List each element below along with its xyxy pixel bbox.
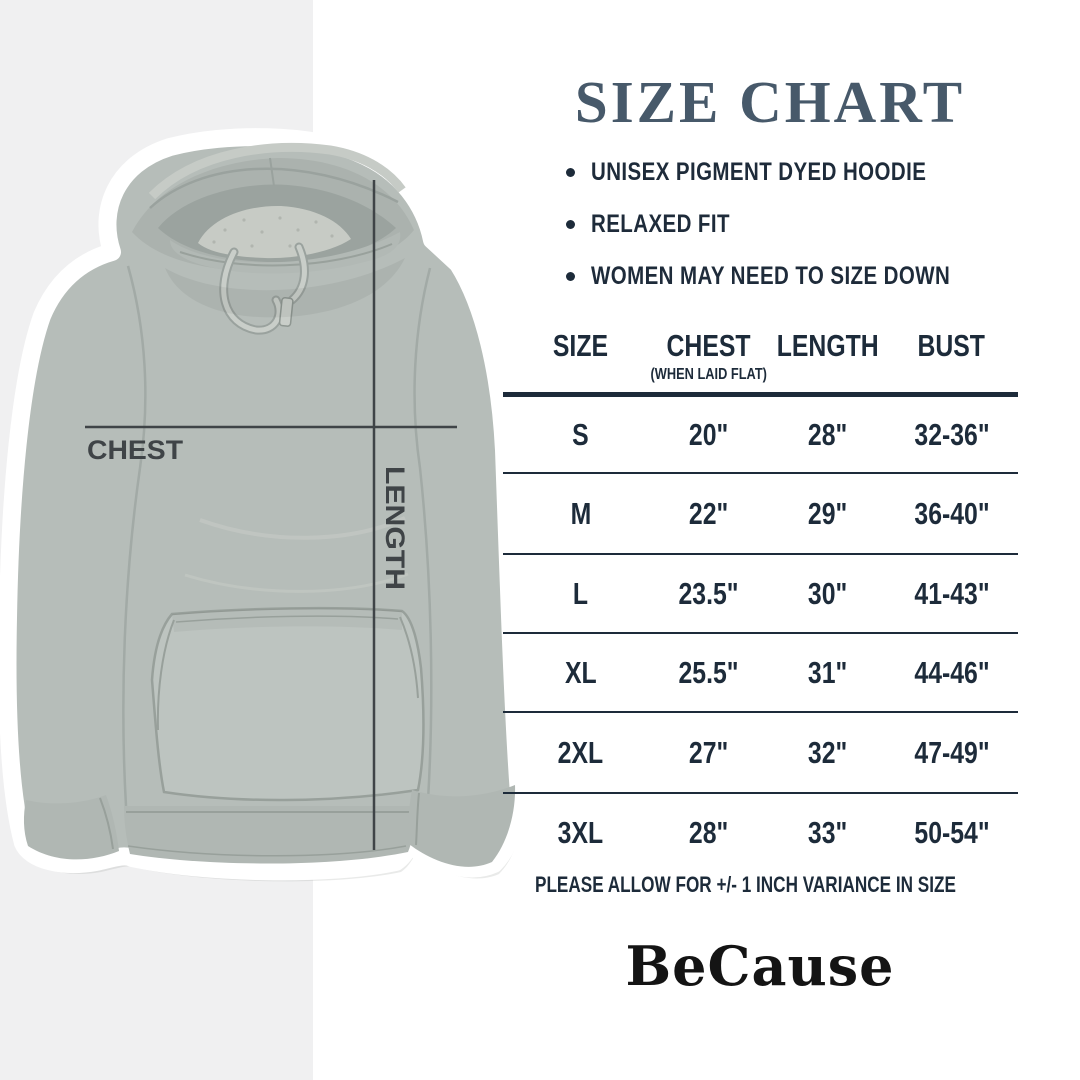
- table-header-row: SIZE CHEST (WHEN LAID FLAT) LENGTH BUST: [503, 322, 1018, 397]
- bullet-icon: [566, 168, 575, 177]
- measurement-guides: CHEST LENGTH: [85, 180, 457, 850]
- cell-size: S: [572, 416, 589, 452]
- cell-size: L: [572, 575, 589, 611]
- hood-lining-fleece: [198, 205, 351, 259]
- table-row: XL 25.5" 31" 44-46": [503, 634, 1018, 713]
- variance-note: PLEASE ALLOW FOR +/- 1 INCH VARIANCE IN …: [535, 872, 956, 897]
- cell-chest: 20": [689, 416, 729, 452]
- feature-text: UNISEX PIGMENT DYED HOODIE: [591, 158, 927, 186]
- cell-chest: 23.5": [678, 575, 740, 611]
- cell-chest: 27": [689, 734, 729, 770]
- list-item: WOMEN MAY NEED TO SIZE DOWN: [566, 262, 1029, 290]
- page-title: SIZE CHART: [574, 69, 966, 135]
- hoodie-product-photo: CHEST LENGTH: [7, 137, 524, 882]
- column-header-chest: CHEST (WHEN LAID FLAT): [648, 322, 770, 392]
- hood: [132, 142, 414, 272]
- cell-length: 32": [807, 734, 848, 770]
- cell-length: 28": [807, 416, 848, 452]
- table-row: L 23.5" 30" 41-43": [503, 555, 1018, 634]
- cell-size: 2XL: [557, 734, 604, 770]
- cell-bust: 47-49": [913, 734, 990, 770]
- cell-chest: 25.5": [678, 654, 740, 690]
- feature-list: UNISEX PIGMENT DYED HOODIE RELAXED FIT W…: [566, 158, 1029, 315]
- list-item: RELAXED FIT: [566, 210, 1029, 238]
- column-header-bust: BUST: [917, 328, 986, 363]
- cell-bust: 36-40": [913, 495, 990, 531]
- length-measure-label: LENGTH: [380, 466, 410, 590]
- column-header-size: SIZE: [552, 328, 609, 363]
- table-row: S 20" 28" 32-36": [503, 397, 1018, 474]
- cell-size: M: [570, 495, 591, 531]
- cell-size: XL: [564, 654, 597, 690]
- drawstring: [219, 242, 309, 335]
- drawstring-aglet: [278, 297, 294, 327]
- sleeve-cuffs: [23, 785, 516, 867]
- cell-chest: 28": [689, 815, 729, 850]
- cell-size: 3XL: [557, 815, 604, 850]
- cell-length: 33": [807, 815, 848, 850]
- table-row: 3XL 28" 33" 50-54": [503, 794, 1018, 872]
- feature-text: RELAXED FIT: [591, 210, 730, 238]
- cell-length: 31": [807, 654, 848, 690]
- seam-lines: [122, 265, 433, 807]
- bullet-icon: [566, 272, 575, 281]
- cell-chest: 22": [689, 495, 729, 531]
- table-row: 2XL 27" 32" 47-49": [503, 713, 1018, 794]
- cell-bust: 32-36": [913, 416, 990, 452]
- chest-measure-label: CHEST: [87, 435, 184, 465]
- column-header-length: LENGTH: [776, 328, 879, 363]
- table-row: M 22" 29" 36-40": [503, 474, 1018, 555]
- cell-bust: 41-43": [913, 575, 990, 611]
- cell-bust: 44-46": [913, 654, 990, 690]
- cell-bust: 50-54": [913, 815, 990, 850]
- brand-logo: BeCause: [625, 934, 895, 998]
- kangaroo-pocket: [150, 606, 425, 802]
- size-table: SIZE CHEST (WHEN LAID FLAT) LENGTH BUST …: [503, 322, 1018, 872]
- feature-text: WOMEN MAY NEED TO SIZE DOWN: [591, 262, 951, 290]
- bullet-icon: [566, 220, 575, 229]
- cell-length: 30": [807, 575, 848, 611]
- hem-band: [124, 806, 415, 864]
- size-chart-panel: SIZE CHART UNISEX PIGMENT DYED HOODIE RE…: [500, 0, 1080, 1080]
- list-item: UNISEX PIGMENT DYED HOODIE: [566, 158, 1029, 186]
- chest-subheader: (WHEN LAID FLAT): [650, 366, 768, 383]
- cell-length: 29": [807, 495, 848, 531]
